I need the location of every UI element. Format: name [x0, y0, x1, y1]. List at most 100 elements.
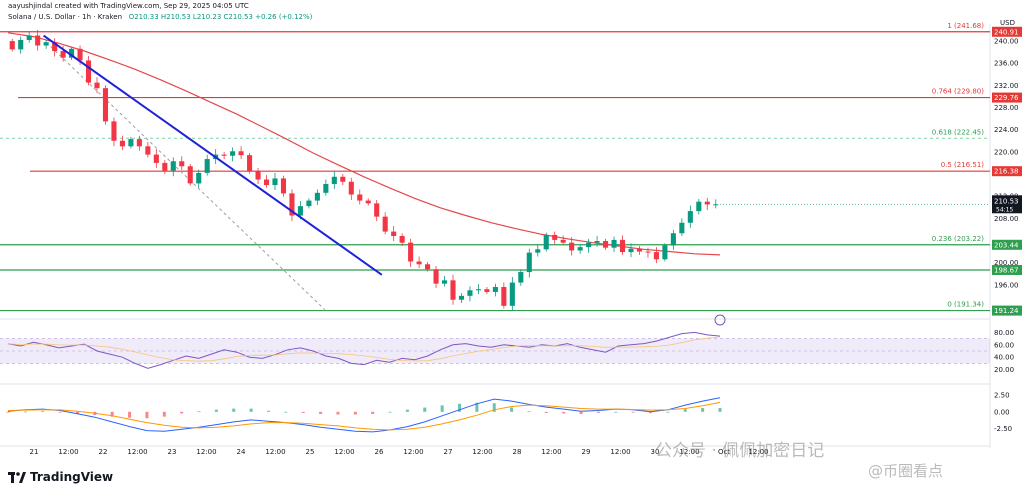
candle-body — [365, 200, 371, 204]
bearish-trend-line — [43, 34, 383, 276]
fib-level-label: 1 (241.68) — [947, 22, 984, 30]
macd-histogram-bar — [284, 411, 288, 413]
candle-body — [280, 178, 287, 194]
x-tick-label: 22 — [99, 448, 108, 456]
price-tag-label: 203.44 — [994, 241, 1019, 249]
candle-body — [340, 176, 346, 182]
candle-body — [611, 239, 617, 248]
x-tick-label: 12:00 — [610, 448, 630, 456]
candle-body — [35, 35, 41, 46]
x-tick-label: 12:00 — [196, 448, 216, 456]
price-tag-box — [992, 166, 1022, 177]
candle-body — [696, 201, 702, 212]
candle-body — [145, 146, 151, 155]
macd-histogram-bar — [527, 411, 531, 413]
candle-body — [136, 139, 142, 147]
candle-body — [399, 236, 405, 243]
candle-countdown: 54:15 — [996, 206, 1013, 213]
macd-histogram-bar — [649, 411, 653, 414]
x-tick-label: 12:00 — [127, 448, 147, 456]
candle-body — [501, 286, 507, 306]
candle-body — [331, 176, 337, 184]
x-tick-label: 24 — [237, 448, 246, 456]
candle-body — [52, 42, 58, 52]
y-tick-label: 196.00 — [994, 281, 1019, 289]
last-price-label: 210.53 — [994, 197, 1019, 205]
candle-body — [119, 140, 125, 147]
x-tick-label: 30 — [651, 448, 660, 456]
candle-body — [374, 203, 380, 217]
candle-body — [102, 88, 109, 122]
macd-tick-label: 0.00 — [994, 408, 1010, 416]
price-tag-box — [992, 26, 1022, 37]
candle-body — [69, 48, 75, 58]
symbol-title: Solana / U.S. Dollar · 1h · Kraken — [8, 13, 123, 21]
macd-histogram-bar — [214, 409, 218, 412]
x-tick-label: 12:00 — [265, 448, 285, 456]
macd-histogram-bar — [475, 402, 479, 412]
candle-body — [492, 286, 498, 292]
candle-body — [425, 264, 431, 270]
x-tick-label: 12:00 — [334, 448, 354, 456]
x-tick-label: 29 — [582, 448, 591, 456]
candle-body — [509, 282, 515, 306]
macd-histogram-bar — [666, 411, 670, 413]
y-tick-label: 200.00 — [994, 259, 1019, 267]
rsi-tick-label: 20.00 — [994, 366, 1014, 374]
candle-body — [467, 290, 473, 296]
macd-histogram-bar — [492, 403, 496, 412]
macd-histogram-bar — [405, 409, 409, 412]
candle-body — [518, 272, 524, 283]
candle-body — [552, 234, 558, 240]
macd-histogram-bar — [6, 411, 10, 413]
candle-body — [85, 60, 92, 83]
price-tag-label: 229.76 — [994, 94, 1019, 102]
ohlc-values: O210.33 H210.53 L210.23 C210.53 +0.26 (+… — [128, 13, 313, 21]
y-tick-label: 236.00 — [994, 60, 1019, 68]
candle-body — [60, 51, 66, 58]
macd-histogram-bar — [110, 411, 114, 417]
macd-histogram-bar — [75, 411, 79, 414]
rsi-tick-label: 60.00 — [994, 341, 1014, 349]
candle-body — [357, 194, 363, 201]
watermark-left: 公众号 · 佩佩加密日记 — [655, 441, 825, 461]
macd-histogram-bar — [145, 411, 149, 419]
macd-histogram-bar — [336, 411, 340, 415]
candle-body — [196, 172, 202, 184]
macd-tick-label: 2.50 — [994, 392, 1010, 400]
macd-histogram-bar — [180, 411, 184, 414]
x-tick-label: 27 — [444, 448, 453, 456]
macd-histogram-bar — [266, 410, 270, 412]
candle-body — [560, 239, 566, 243]
candle-body — [433, 269, 439, 284]
watermark-right: @币圈看点 — [868, 462, 944, 480]
candle-body — [670, 233, 676, 246]
candle-body — [111, 121, 117, 141]
candle-body — [569, 242, 575, 251]
rsi-smoothing-line — [7, 336, 721, 362]
candle-body — [704, 201, 710, 205]
macd-histogram-bar — [458, 403, 462, 412]
candle-body — [484, 289, 490, 292]
macd-histogram-bar — [614, 411, 618, 413]
candle-body — [526, 252, 532, 273]
x-tick-label: 12:00 — [541, 448, 561, 456]
x-tick-label: 28 — [513, 448, 522, 456]
y-tick-label: 232.00 — [994, 82, 1019, 90]
x-tick-label: 12:00 — [58, 448, 78, 456]
candle-body — [586, 242, 592, 248]
x-tick-label: 12:00 — [679, 448, 699, 456]
brand-name: TradingView — [30, 470, 114, 484]
y-tick-label: 224.00 — [994, 126, 1019, 134]
y-tick-label: 208.00 — [994, 215, 1019, 223]
macd-histogram-bar — [423, 407, 427, 412]
candle-body — [162, 162, 168, 171]
candle-body — [594, 241, 600, 243]
x-tick-label: 25 — [306, 448, 315, 456]
macd-histogram-bar — [718, 408, 722, 412]
candle-body — [645, 251, 651, 253]
y-tick-label: 228.00 — [994, 104, 1019, 112]
candle-body — [26, 35, 32, 40]
